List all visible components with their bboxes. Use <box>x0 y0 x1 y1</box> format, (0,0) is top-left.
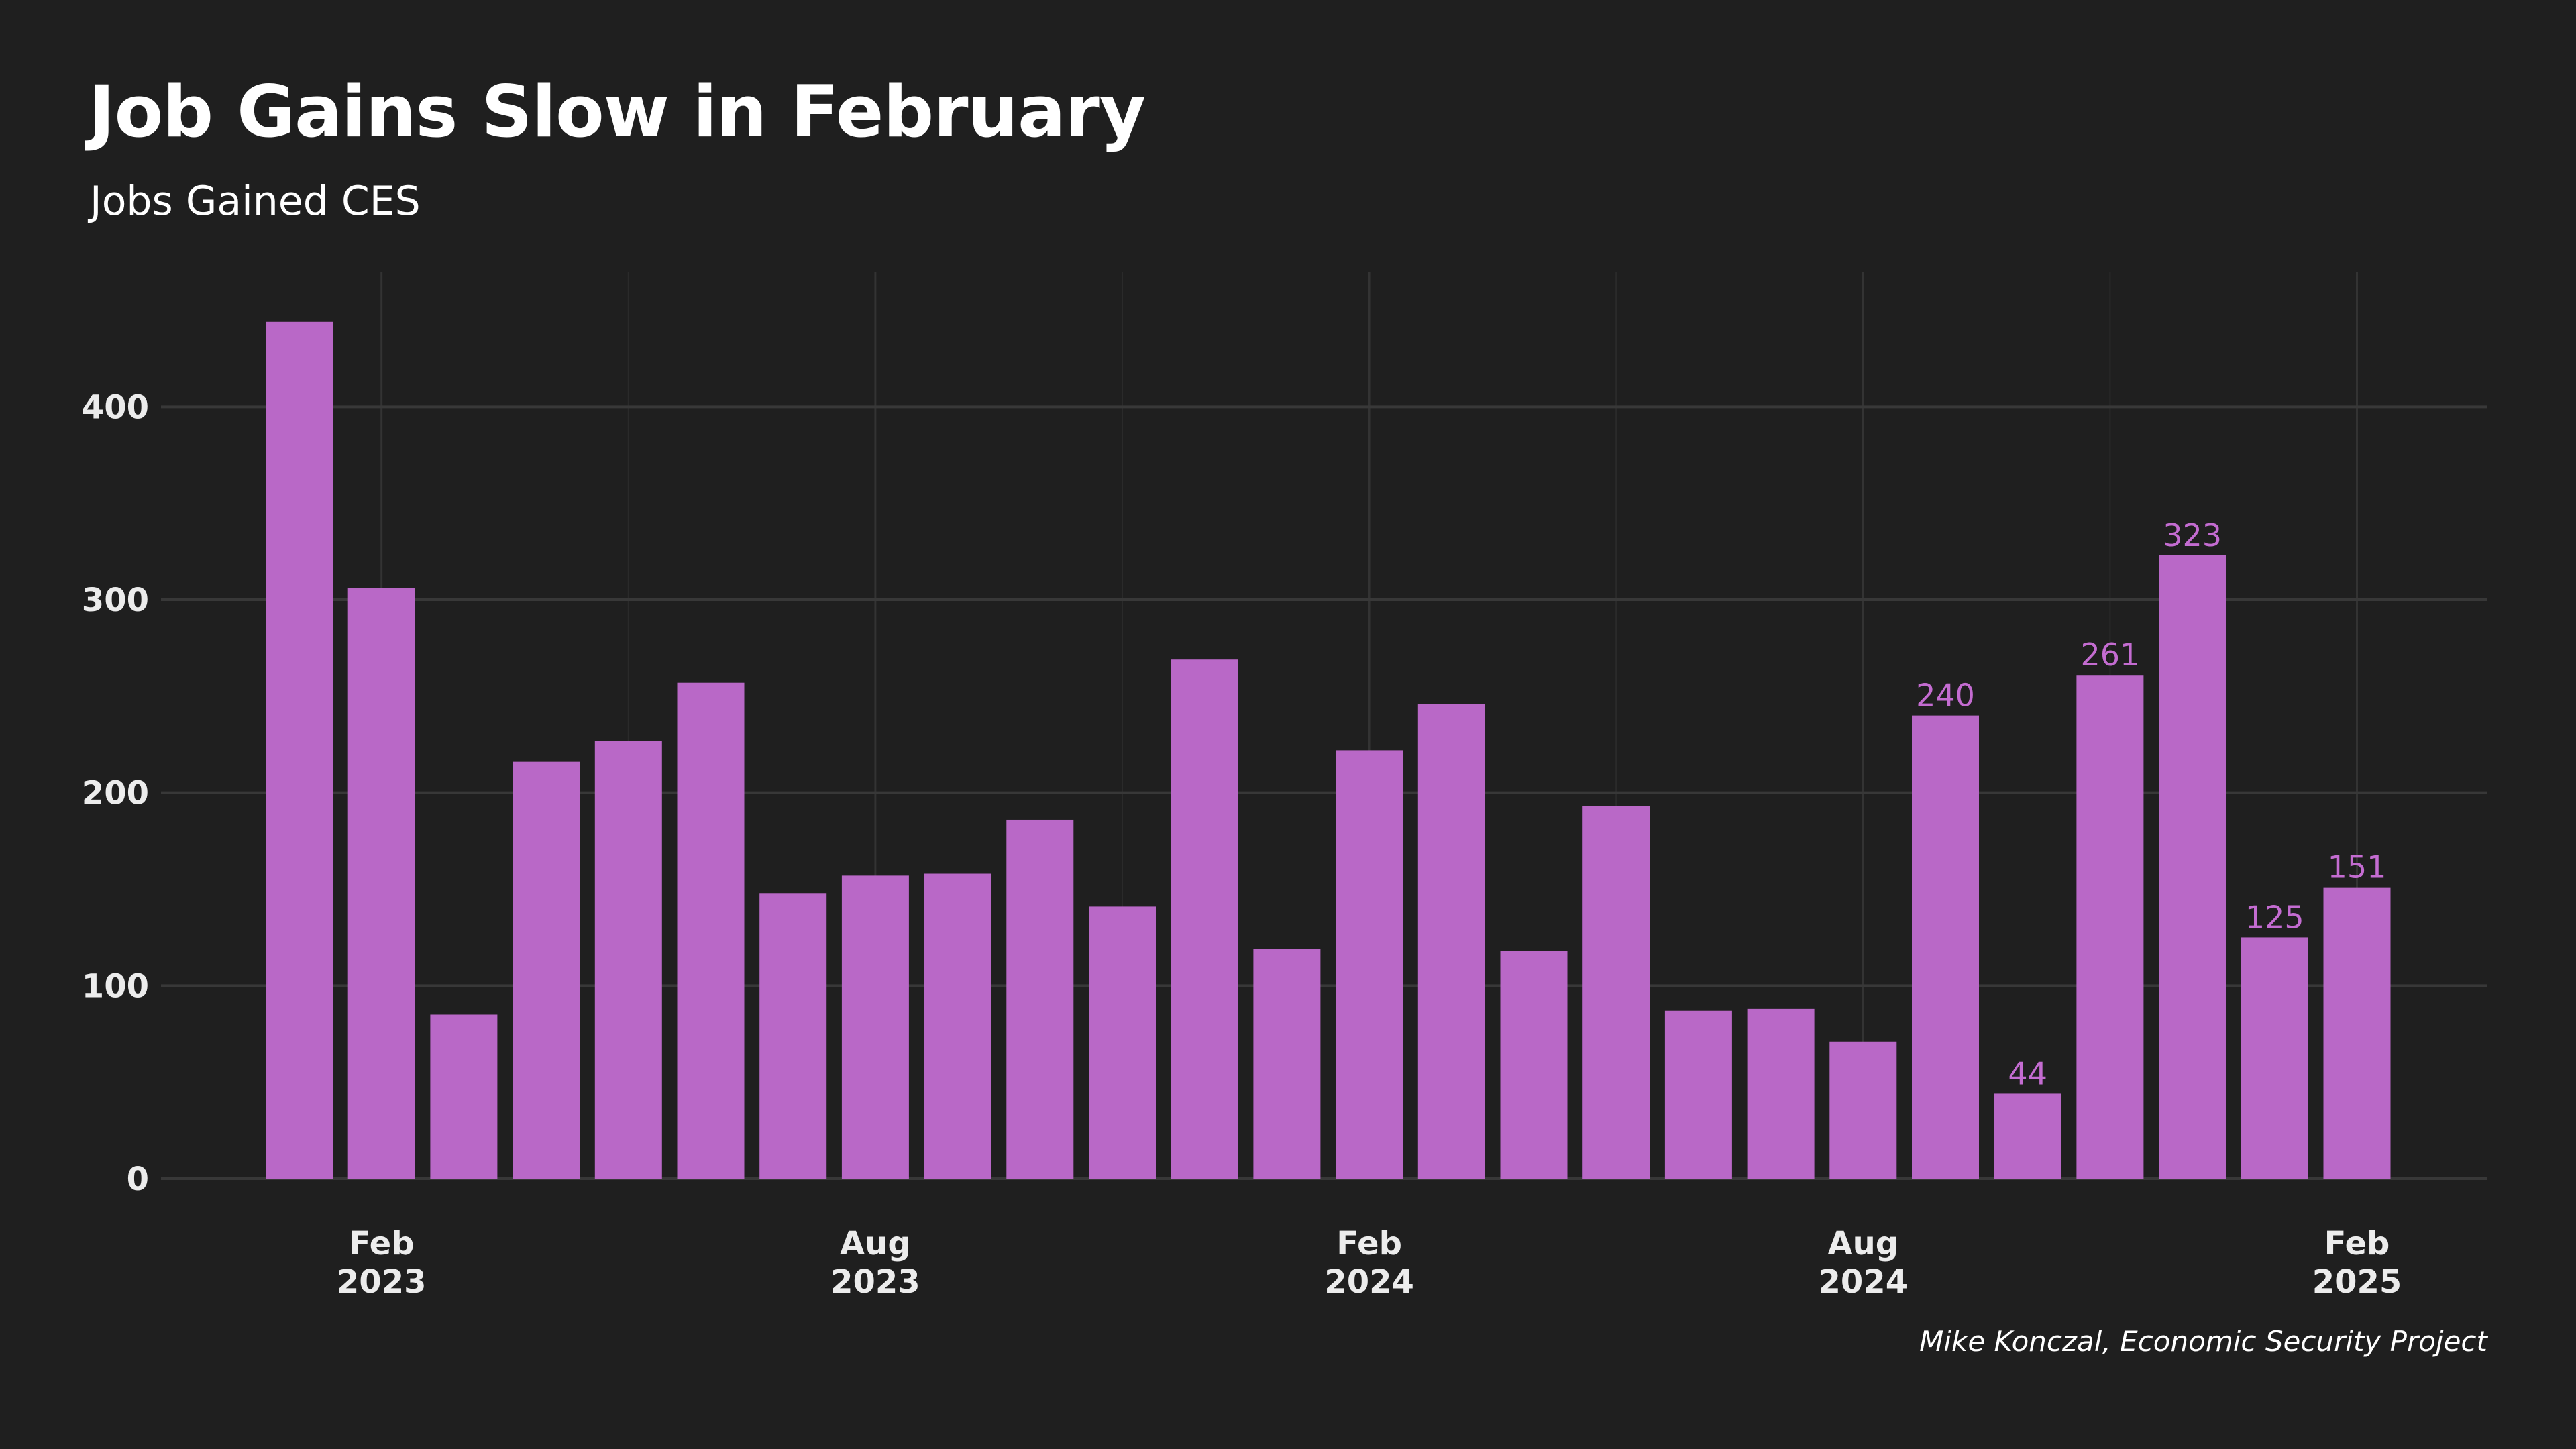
bar-feb-2023 <box>347 588 415 1179</box>
data-labels: 240 44 261 323 125 151 <box>1916 517 2386 1092</box>
bar-mar-2024 <box>1417 704 1485 1179</box>
bar-feb-2024 <box>1336 750 1403 1179</box>
bar-apr-2023 <box>513 761 580 1179</box>
bar-sep-2024 <box>1912 715 1979 1179</box>
bar-nov-2023 <box>1089 906 1156 1179</box>
chart-source: Mike Konczal, Economic Security Project <box>1919 1325 2487 1358</box>
y-tick-label: 0 <box>127 1161 149 1198</box>
bar-jan-2025 <box>2241 937 2308 1179</box>
bar-mar-2023 <box>430 1014 498 1179</box>
bar-aug-2024 <box>1829 1041 1897 1179</box>
bar-sep-2023 <box>924 873 991 1179</box>
bar-oct-2023 <box>1006 819 1074 1179</box>
bar-nov-2024 <box>2076 675 2144 1179</box>
x-tick-label-year: 2023 <box>830 1263 920 1301</box>
data-label: 261 <box>2080 637 2139 673</box>
data-label: 125 <box>2245 899 2304 935</box>
x-tick-label-year: 2024 <box>1819 1263 1909 1301</box>
x-tick-label-month: Feb <box>349 1225 415 1263</box>
bar-jul-2024 <box>1747 1008 1815 1179</box>
data-label: 44 <box>2008 1055 2047 1091</box>
y-tick-label: 100 <box>82 967 149 1005</box>
x-tick-label-year: 2025 <box>2312 1263 2402 1301</box>
bar-feb-2025 <box>2323 887 2391 1179</box>
bar-dec-2024 <box>2159 555 2226 1179</box>
chart-subtitle: Jobs Gained CES <box>90 178 421 225</box>
bar-jan-2024 <box>1253 949 1321 1179</box>
bar-jul-2023 <box>759 893 827 1179</box>
bar-jun-2024 <box>1664 1010 1732 1179</box>
y-axis-ticks: 0 100 200 300 400 <box>82 388 149 1198</box>
data-label: 151 <box>2328 849 2387 885</box>
x-tick-label-month: Aug <box>1827 1225 1898 1263</box>
x-tick-label-year: 2023 <box>337 1263 427 1301</box>
x-tick-label-year: 2024 <box>1324 1263 1414 1301</box>
bar-apr-2024 <box>1500 951 1568 1179</box>
bar-oct-2024 <box>1994 1093 2061 1179</box>
x-tick-label-month: Feb <box>1336 1225 1402 1263</box>
y-tick-label: 400 <box>82 388 149 426</box>
data-label: 240 <box>1916 678 1975 714</box>
bar-jan-2023 <box>266 321 333 1179</box>
y-tick-label: 200 <box>82 775 149 812</box>
bar-may-2024 <box>1582 806 1650 1179</box>
y-tick-label: 300 <box>82 582 149 619</box>
bar-aug-2023 <box>841 875 909 1179</box>
chart-title: Job Gains Slow in February <box>89 70 1146 153</box>
x-tick-label-month: Feb <box>2324 1225 2390 1263</box>
bars <box>266 321 2391 1179</box>
x-tick-label-month: Aug <box>840 1225 911 1263</box>
bar-jun-2023 <box>677 682 745 1179</box>
bar-may-2023 <box>594 741 662 1179</box>
bar-dec-2023 <box>1171 659 1238 1179</box>
data-label: 323 <box>2163 517 2222 553</box>
